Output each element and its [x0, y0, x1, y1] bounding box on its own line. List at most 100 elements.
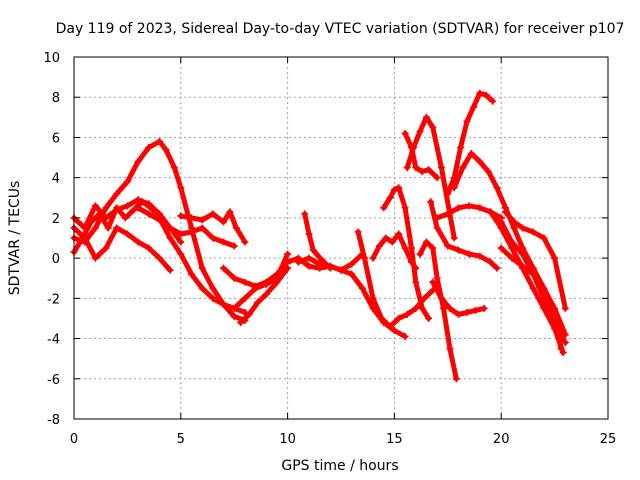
- series-line: [488, 209, 566, 356]
- data-point: [386, 322, 394, 330]
- data-point: [134, 196, 142, 204]
- data-point: [388, 238, 396, 246]
- data-point: [519, 224, 527, 232]
- data-point: [429, 123, 437, 131]
- data-point: [187, 228, 195, 236]
- data-point: [209, 234, 217, 242]
- data-point: [198, 216, 206, 224]
- data-point: [262, 278, 270, 286]
- data-point: [559, 349, 567, 357]
- data-point: [444, 242, 452, 250]
- data-point: [348, 270, 356, 278]
- data-point: [395, 184, 403, 192]
- data-point: [241, 278, 249, 286]
- y-tick-label: -2: [47, 292, 60, 307]
- y-tick-label: -4: [47, 333, 60, 348]
- data-point: [145, 200, 153, 208]
- y-tick-label: 0: [52, 252, 60, 267]
- data-point: [220, 264, 228, 272]
- data-point: [476, 158, 484, 166]
- series-line: [402, 130, 440, 181]
- y-tick-label: 2: [52, 212, 60, 227]
- series-line: [135, 205, 237, 249]
- data-point: [241, 238, 249, 246]
- data-point: [198, 264, 206, 272]
- data-point: [252, 282, 260, 290]
- data-point: [113, 224, 121, 232]
- series-sat-n: [380, 184, 433, 322]
- data-point: [113, 206, 121, 214]
- data-point: [551, 318, 559, 326]
- data-point: [102, 244, 110, 252]
- data-point: [418, 168, 426, 176]
- data-point: [155, 254, 163, 262]
- data-point: [465, 250, 473, 258]
- series-sat-u: [444, 89, 497, 198]
- data-point: [454, 310, 462, 318]
- y-tick-label: 8: [52, 91, 60, 106]
- data-point: [412, 304, 420, 312]
- data-point: [337, 266, 345, 274]
- data-point: [123, 202, 131, 210]
- data-point: [382, 234, 390, 242]
- data-point: [386, 194, 394, 202]
- data-point: [401, 129, 409, 137]
- y-tick-label: 10: [43, 51, 60, 66]
- data-point: [429, 278, 437, 286]
- series-sat-d: [70, 224, 174, 274]
- series-line: [71, 139, 248, 323]
- x-tick-label: 25: [600, 432, 617, 447]
- y-tick-label: -6: [47, 373, 60, 388]
- data-point: [262, 290, 270, 298]
- data-point: [403, 164, 411, 172]
- data-point: [209, 284, 217, 292]
- data-point: [177, 184, 185, 192]
- series-sat-s: [427, 198, 501, 272]
- data-point: [316, 260, 324, 268]
- data-point: [134, 204, 142, 212]
- data-point: [401, 333, 409, 341]
- data-point: [284, 250, 292, 258]
- data-point: [463, 117, 471, 125]
- data-point: [91, 224, 99, 232]
- data-point: [450, 184, 458, 192]
- x-tick-label: 5: [177, 432, 185, 447]
- data-point: [540, 294, 548, 302]
- data-point: [358, 284, 366, 292]
- data-point: [407, 244, 415, 252]
- data-point: [452, 375, 460, 383]
- data-point: [177, 230, 185, 238]
- data-point: [166, 266, 174, 274]
- data-point: [395, 230, 403, 238]
- data-point: [497, 218, 505, 226]
- data-point: [102, 204, 110, 212]
- data-point: [465, 202, 473, 210]
- data-point: [476, 89, 484, 97]
- data-point: [510, 224, 518, 232]
- data-point: [91, 254, 99, 262]
- data-point: [480, 304, 488, 312]
- data-point: [230, 242, 238, 250]
- x-tick-label: 10: [279, 432, 296, 447]
- data-point: [487, 258, 495, 266]
- series-sat-p: [403, 113, 458, 242]
- data-point: [519, 262, 527, 270]
- data-point: [425, 314, 433, 322]
- data-point: [360, 254, 368, 262]
- x-tick-label: 15: [386, 432, 403, 447]
- data-point: [484, 168, 492, 176]
- data-point: [369, 254, 377, 262]
- series-sat-r: [429, 278, 488, 318]
- data-point: [220, 300, 228, 308]
- data-point: [472, 306, 480, 314]
- series-sat-z: [497, 218, 569, 347]
- data-point: [433, 174, 441, 182]
- data-point: [551, 254, 559, 262]
- data-point: [482, 91, 490, 99]
- series-line: [370, 231, 419, 271]
- data-point: [529, 270, 537, 278]
- data-point: [155, 210, 163, 218]
- grid: [74, 57, 608, 419]
- data-point: [121, 214, 129, 222]
